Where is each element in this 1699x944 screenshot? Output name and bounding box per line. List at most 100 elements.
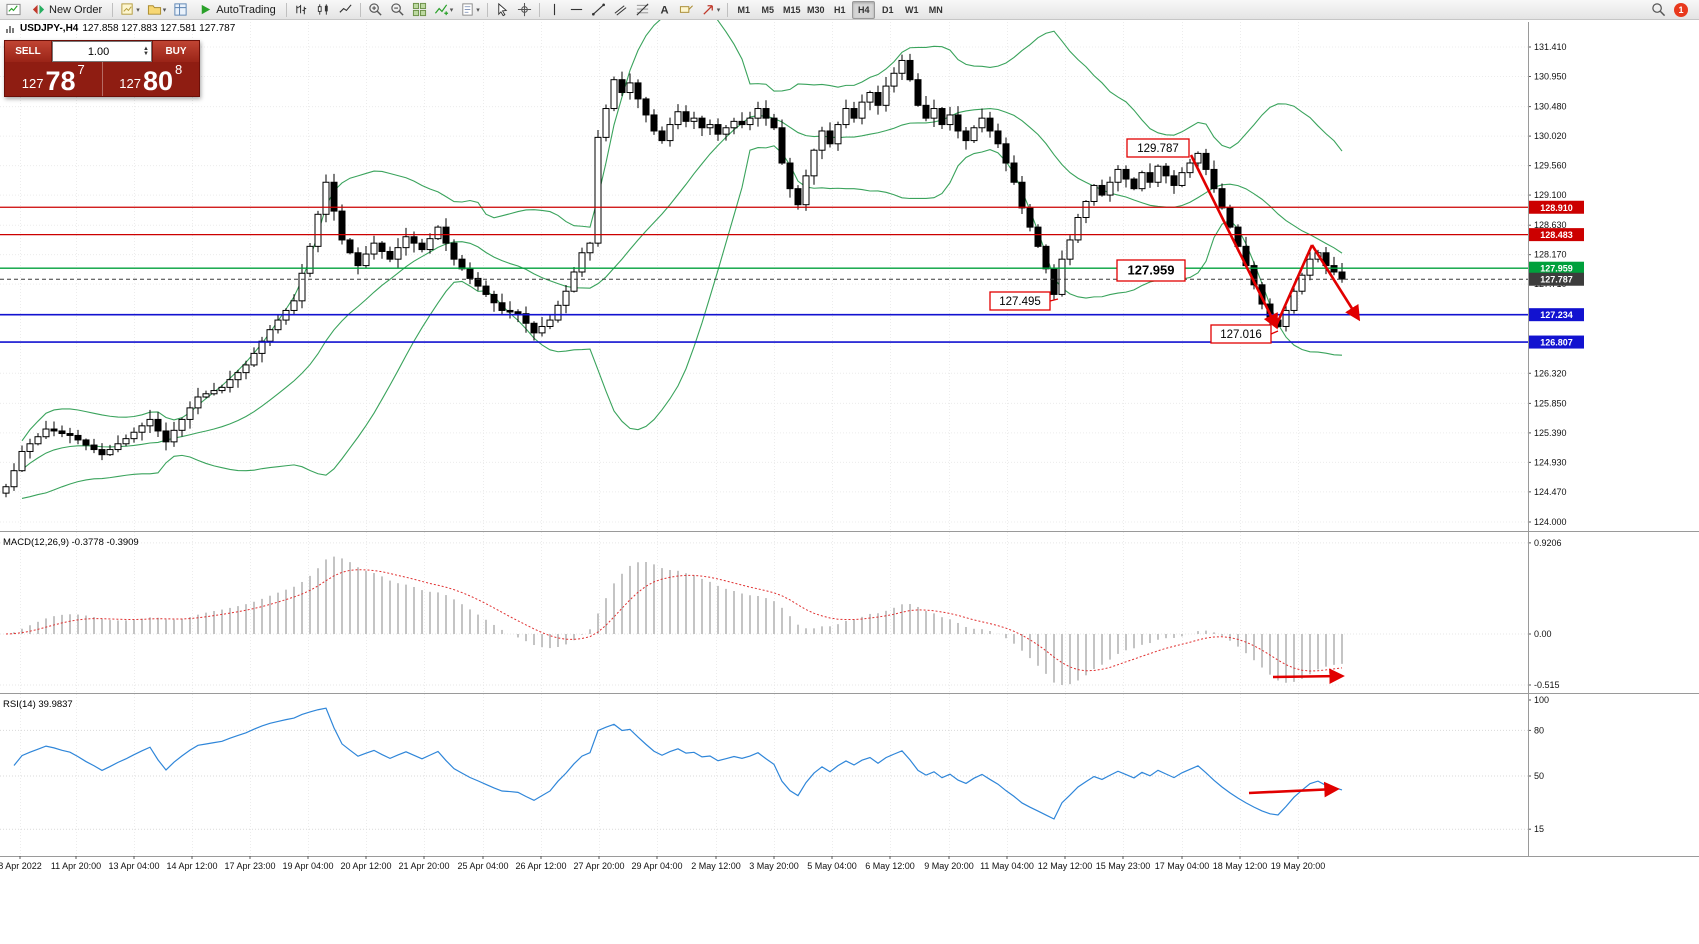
buy-price[interactable]: 127 80 8 (101, 62, 200, 96)
zoom-out-icon[interactable] (387, 1, 408, 19)
profiles-icon[interactable]: ▾ (144, 1, 170, 19)
line-chart-icon[interactable] (335, 1, 356, 19)
svg-text:0.00: 0.00 (1534, 629, 1552, 639)
sell-price[interactable]: 127 78 7 (5, 62, 102, 96)
zoom-in-icon[interactable] (365, 1, 386, 19)
toolbar-separator (538, 2, 540, 17)
svg-text:11 May 04:00: 11 May 04:00 (980, 861, 1034, 871)
svg-text:124.000: 124.000 (1534, 517, 1567, 527)
timeframe-m1[interactable]: M1 (737, 4, 751, 15)
chart-window-icon (3, 1, 24, 19)
svg-text:125.390: 125.390 (1534, 428, 1567, 438)
svg-text:15: 15 (1534, 824, 1544, 834)
svg-text:27 Apr 20:00: 27 Apr 20:00 (573, 861, 624, 871)
indicators-icon[interactable]: ▾ (431, 1, 457, 19)
buy-price-big: 80 (142, 66, 173, 96)
svg-text:127.959: 127.959 (1540, 264, 1573, 274)
search-icon[interactable] (1648, 1, 1669, 19)
tile-windows-icon[interactable] (409, 1, 430, 19)
notification-badge[interactable]: 1 (1674, 2, 1688, 17)
svg-text:127.016: 127.016 (1220, 329, 1262, 341)
volume-input[interactable]: 1.00 ▲ ▼ (52, 41, 152, 62)
horizontal-line-icon[interactable] (566, 1, 587, 19)
svg-text:19 Apr 04:00: 19 Apr 04:00 (282, 861, 333, 871)
svg-text:A: A (660, 5, 668, 17)
timeframe-h4[interactable]: H4 (852, 0, 876, 19)
panel-separators[interactable] (0, 22, 1699, 857)
svg-text:127.787: 127.787 (1540, 275, 1573, 285)
svg-text:126.807: 126.807 (1540, 338, 1573, 348)
symbol-ohlc: 127.858 127.883 127.581 127.787 (82, 23, 236, 34)
crosshair-icon[interactable] (514, 1, 535, 19)
bollinger-bands (21, 0, 1343, 499)
svg-text:17 May 04:00: 17 May 04:00 (1155, 861, 1210, 871)
price-levels[interactable]: 128.910128.483127.959127.787127.234126.8… (0, 200, 1584, 349)
autotrading-play-icon (201, 4, 211, 15)
svg-text:128.170: 128.170 (1534, 250, 1567, 260)
trend-arrows[interactable] (1189, 154, 1361, 798)
svg-text:3 May 20:00: 3 May 20:00 (749, 861, 799, 871)
vertical-line-icon[interactable] (544, 1, 565, 19)
svg-text:0.9206: 0.9206 (1534, 538, 1562, 548)
data-window-icon[interactable] (170, 1, 191, 19)
bar-chart-icon[interactable] (291, 1, 312, 19)
svg-text:127.495: 127.495 (999, 296, 1041, 308)
buy-price-int: 127 (119, 76, 141, 91)
price-axis[interactable]: 131.410 130.950 130.480 130.020 129.560 129.1… (1528, 42, 1567, 834)
annotations[interactable]: 129.787 127.959 127.495 127.016 (989, 138, 1279, 344)
svg-text:130.020: 130.020 (1534, 131, 1567, 141)
timeframe-w1[interactable]: W1 (905, 4, 919, 15)
svg-text:124.930: 124.930 (1534, 457, 1567, 467)
cursor-icon[interactable] (492, 1, 513, 19)
text-label-icon[interactable] (676, 1, 697, 19)
symbol-name: USDJPY-,H4 (20, 23, 79, 34)
symbol-bar: USDJPY-,H4 127.858 127.883 127.581 127.7… (6, 23, 235, 34)
timeframe-m15[interactable]: M15 (783, 4, 801, 15)
equidistant-channel-icon[interactable] (610, 1, 631, 19)
new-order-button[interactable]: New Order (25, 1, 108, 19)
svg-text:129.560: 129.560 (1534, 161, 1567, 171)
volume-stepper[interactable]: ▲ ▼ (143, 45, 149, 57)
volume-value: 1.00 (87, 45, 110, 58)
arrow-shapes-icon[interactable]: ▾ (698, 1, 724, 19)
fibonacci-icon[interactable] (632, 1, 653, 19)
buy-button[interactable]: BUY (152, 41, 199, 62)
templates-icon[interactable]: ▾ (457, 1, 483, 19)
toolbar-separator (112, 2, 114, 17)
timeframe-d1[interactable]: D1 (882, 4, 894, 15)
svg-text:100: 100 (1534, 695, 1549, 705)
svg-text:26 Apr 12:00: 26 Apr 12:00 (515, 861, 566, 871)
toolbar-separator (486, 2, 488, 17)
new-order-icon (32, 4, 45, 15)
date-axis[interactable]: 8 Apr 2022 11 Apr 20:00 13 Apr 04:00 14 Apr… (0, 856, 1325, 871)
svg-text:6 May 12:00: 6 May 12:00 (865, 861, 915, 871)
sell-button[interactable]: SELL (5, 41, 52, 62)
svg-text:20 Apr 12:00: 20 Apr 12:00 (340, 861, 391, 871)
svg-text:80: 80 (1534, 725, 1544, 735)
svg-text:127.959: 127.959 (1128, 263, 1175, 278)
svg-text:130.950: 130.950 (1534, 71, 1567, 81)
rsi-label: RSI(14) 39.9837 (3, 699, 73, 710)
volume-down-icon[interactable]: ▼ (143, 50, 149, 57)
new-chart-icon[interactable]: ▾ (117, 1, 143, 19)
trendline-icon[interactable] (588, 1, 609, 19)
candlestick-chart-icon[interactable] (313, 1, 334, 19)
new-order-label: New Order (49, 3, 103, 16)
timeframe-mn[interactable]: MN (928, 4, 943, 15)
svg-text:128.630: 128.630 (1534, 220, 1567, 230)
timeframe-m5[interactable]: M5 (761, 4, 775, 15)
timeframe-h1[interactable]: H1 (834, 4, 846, 15)
svg-text:124.470: 124.470 (1534, 487, 1567, 497)
svg-text:12 May 12:00: 12 May 12:00 (1038, 861, 1093, 871)
svg-text:9 May 20:00: 9 May 20:00 (924, 861, 974, 871)
svg-text:18 May 12:00: 18 May 12:00 (1213, 861, 1268, 871)
text-icon[interactable]: A (654, 1, 675, 19)
sell-price-int: 127 (21, 76, 44, 91)
volume-up-icon[interactable]: ▲ (143, 45, 149, 52)
sell-price-big: 78 (45, 66, 76, 96)
autotrading-button[interactable]: AutoTrading (192, 1, 282, 19)
timeframe-m30[interactable]: M30 (807, 4, 825, 15)
svg-text:129.100: 129.100 (1534, 190, 1567, 200)
toolbar-separator (285, 2, 287, 17)
